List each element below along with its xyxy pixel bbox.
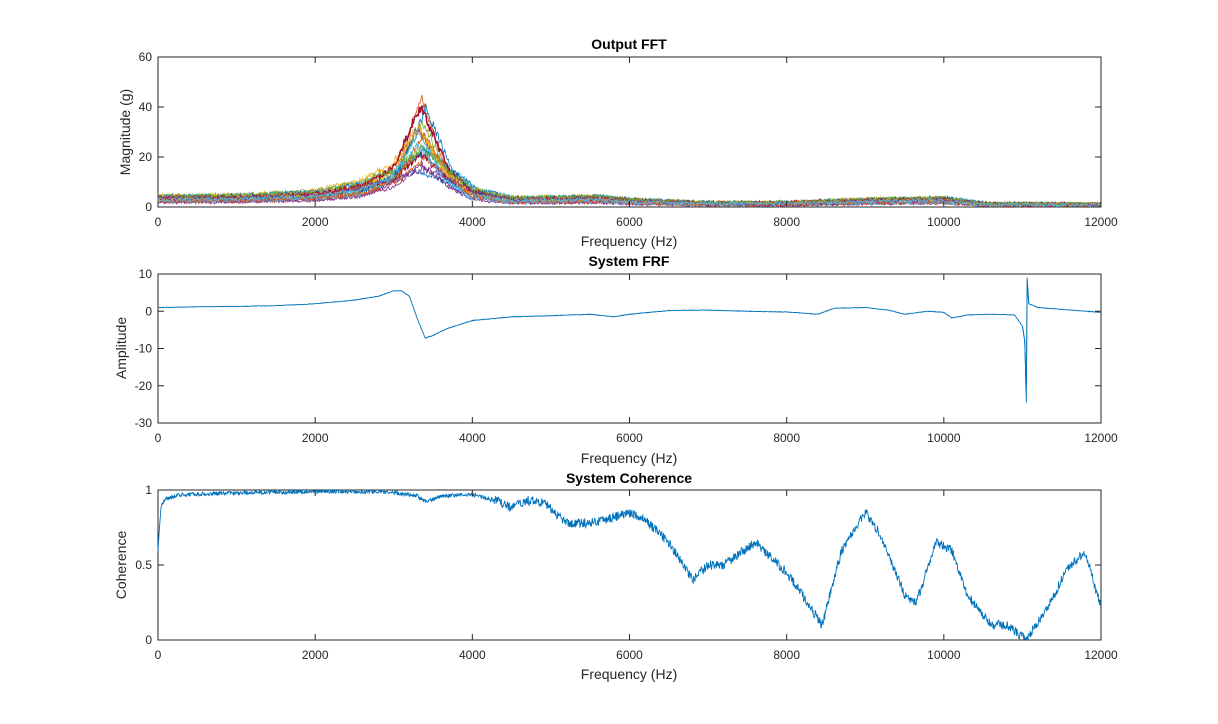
system-coherence-ytick-label: 0 bbox=[145, 633, 152, 647]
output-fft-ytick-label: 60 bbox=[139, 50, 153, 64]
output-fft-xtick-label: 12000 bbox=[1084, 215, 1118, 229]
output-fft-xtick-label: 0 bbox=[155, 215, 162, 229]
system-frf-xtick-label: 0 bbox=[155, 431, 162, 445]
output-fft-ylabel: Magnitude (g) bbox=[117, 89, 133, 175]
system-coherence-panel: System Coherence 0 2000 4000 6000 8000 10000 1… bbox=[113, 470, 1118, 682]
system-frf-title: System FRF bbox=[589, 253, 670, 269]
system-coherence-xtick-label: 4000 bbox=[459, 648, 486, 662]
system-frf-series-group bbox=[157, 277, 1102, 403]
system-coherence-xtick-label: 10000 bbox=[927, 648, 961, 662]
system-frf-xtick-label: 2000 bbox=[302, 431, 329, 445]
output-fft-plot-area bbox=[157, 56, 1102, 208]
output-fft-xtick-label: 4000 bbox=[459, 215, 486, 229]
output-fft-panel: Output FFT 0 2000 4000 6000 8000 10000 12000 0 2… bbox=[117, 36, 1118, 249]
system-frf-ytick-label: 10 bbox=[139, 267, 153, 281]
system-frf-series-line bbox=[157, 282, 1102, 391]
system-coherence-xtick-label: 12000 bbox=[1084, 648, 1118, 662]
system-frf-xtick-label: 4000 bbox=[459, 431, 486, 445]
system-frf-xtick-label: 8000 bbox=[773, 431, 800, 445]
output-fft-ticks: 0 2000 4000 6000 8000 10000 12000 0 20 40 60 bbox=[139, 50, 1118, 229]
system-coherence-ticks: 0 2000 4000 6000 8000 10000 12000 0 0.5 1 bbox=[135, 483, 1118, 662]
system-frf-xtick-label: 6000 bbox=[616, 431, 643, 445]
output-fft-ytick-label: 20 bbox=[139, 150, 153, 164]
system-frf-ytick-label: 0 bbox=[145, 304, 152, 318]
system-frf-xtick-label: 12000 bbox=[1084, 431, 1118, 445]
system-coherence-xtick-label: 6000 bbox=[616, 648, 643, 662]
system-frf-panel: System FRF 0 2000 4000 6000 8000 10000 12000 -3… bbox=[113, 253, 1118, 466]
system-frf-plot-area bbox=[157, 273, 1102, 424]
system-frf-ytick-label: -10 bbox=[135, 342, 153, 356]
system-frf-ytick-label: -30 bbox=[135, 416, 153, 430]
system-coherence-title: System Coherence bbox=[566, 470, 692, 486]
system-coherence-xtick-label: 0 bbox=[155, 648, 162, 662]
system-frf-ticks: 0 2000 4000 6000 8000 10000 12000 -30 -20 -10 0 10 bbox=[135, 267, 1118, 445]
system-coherence-ytick-label: 0.5 bbox=[135, 558, 152, 572]
system-coherence-xtick-label: 2000 bbox=[302, 648, 329, 662]
output-fft-xtick-label: 6000 bbox=[616, 215, 643, 229]
system-frf-xtick-label: 10000 bbox=[927, 431, 961, 445]
output-fft-xtick-label: 8000 bbox=[773, 215, 800, 229]
output-fft-ytick-label: 0 bbox=[145, 200, 152, 214]
system-frf-xlabel: Frequency (Hz) bbox=[581, 450, 677, 466]
system-coherence-xlabel: Frequency (Hz) bbox=[581, 666, 677, 682]
output-fft-xtick-label: 10000 bbox=[927, 215, 961, 229]
system-coherence-xtick-label: 8000 bbox=[773, 648, 800, 662]
output-fft-xlabel: Frequency (Hz) bbox=[581, 233, 677, 249]
system-frf-ylabel: Amplitude bbox=[113, 317, 129, 379]
system-frf-spike-line bbox=[1021, 277, 1030, 403]
output-fft-title: Output FFT bbox=[591, 36, 667, 52]
output-fft-series-line bbox=[158, 143, 1102, 207]
output-fft-xtick-label: 2000 bbox=[302, 215, 329, 229]
output-fft-ytick-label: 40 bbox=[139, 100, 153, 114]
system-coherence-ytick-label: 1 bbox=[145, 483, 152, 497]
system-coherence-ylabel: Coherence bbox=[113, 531, 129, 600]
system-frf-ytick-label: -20 bbox=[135, 379, 153, 393]
